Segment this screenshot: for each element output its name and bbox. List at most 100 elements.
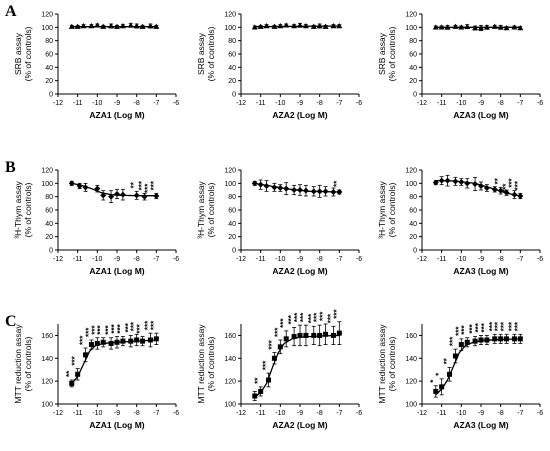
significance-stars: ** [494,177,503,184]
x-tick-label: -6 [173,256,179,263]
significance-stars: *** [273,327,282,337]
x-tick-label: -8 [498,256,504,263]
data-point [432,24,439,30]
data-point [74,23,81,29]
chart-panel-9: 100 120 140 160 -12 -11 -10 -9 -8 -7 -6 AZA3 (Log M… [377,321,543,430]
chart-panel-1: 0 20 40 60 80 100 120 -12 -11 -10 -9 -8 -7 -6 AZA1 (Lo… [13,12,179,121]
y-tick-label: 80 [45,38,53,45]
data-point [302,187,309,194]
x-tick-label: -9 [297,100,303,107]
x-axis-label: AZA3 (Log M) [453,266,508,276]
y-tick-label: 20 [409,234,417,241]
x-tick-label: -8 [134,100,140,107]
x-tick-label: -8 [317,100,323,107]
y-tick-label: 120 [224,168,236,175]
x-tick-label: -6 [173,100,179,107]
y-tick-label: 60 [45,52,53,59]
x-axis-label: AZA2 (Log M) [272,266,327,276]
data-point [323,331,329,337]
data-point [458,342,464,348]
data-point [94,22,101,28]
x-tick-label: -7 [517,410,523,417]
data-point [517,336,523,342]
data-point [322,23,329,29]
significance-stars: *** [313,312,322,322]
significance-stars: *** [96,324,105,334]
y-tick-label: 100 [224,402,236,409]
significance-stars: *** [307,313,316,323]
y-tick-label: 80 [409,38,417,45]
x-tick-label: -9 [297,410,303,417]
x-tick-label: -12 [417,410,427,417]
data-point [491,23,498,29]
data-point [147,337,153,343]
data-point [478,337,484,343]
x-tick-label: -9 [114,410,120,417]
significance-stars: *** [149,180,158,190]
significance-stars: *** [138,180,147,190]
y-tick-label: 120 [224,12,236,19]
data-point [257,23,264,29]
y-tick-label: 120 [41,168,53,175]
significance-stars: *** [494,321,503,331]
x-tick-label: -10 [456,410,466,417]
x-tick-label: -6 [356,256,362,263]
y-axis-label-line: (% of controls) [206,26,216,81]
y-axis-label-line: (% of controls) [387,182,397,237]
data-point [472,25,479,31]
x-tick-label: -6 [173,410,179,417]
chart-panel-7: 100 120 140 160 -12 -11 -10 -9 -8 -7 -6 AZA1 (Log M… [13,320,179,430]
data-point [94,340,100,346]
significance-stars: *** [299,312,308,322]
x-tick-label: -6 [356,410,362,417]
y-axis-label: ³H-Thym assay (% of controls) [13,180,33,238]
data-point [484,337,490,343]
data-point [439,384,445,390]
y-tick-label: 120 [41,379,53,386]
x-tick-label: -8 [134,410,140,417]
data-point [251,24,258,30]
data-point [433,388,439,394]
significance-stars: *** [116,323,125,333]
charts-grid: 0 20 40 60 80 100 120 -12 -11 -10 -9 -8 -7 -6 AZA1 (Lo… [13,12,543,431]
data-point [478,25,484,31]
y-tick-label: 20 [228,78,236,85]
data-point [330,23,337,29]
y-axis-label: MTT reduction assay (% of controls) [196,324,216,404]
data-point [336,23,343,29]
y-tick-label: 100 [41,25,53,32]
y-axis-label-line: MTT reduction assay [377,324,387,404]
data-point [153,23,160,29]
data-point [128,338,134,344]
x-tick-label: -8 [317,256,323,263]
data-point [100,23,107,29]
significance-stars: ** [443,357,452,364]
x-tick-label: -6 [537,100,543,107]
data-point [336,330,342,336]
data-point [330,189,337,195]
y-axis-label: SRB assay (% of controls) [196,26,216,81]
y-tick-label: 60 [228,208,236,215]
data-point [444,177,451,184]
y-axis-label-line: (% of controls) [23,336,33,391]
x-tick-label: -9 [114,100,120,107]
y-tick-label: 80 [45,194,53,201]
data-point [283,336,289,342]
x-tick-label: -12 [236,100,246,107]
significance-stars: *** [460,324,469,334]
significance-stars: *** [287,314,296,324]
significance-stars: * [435,372,444,376]
data-point [511,336,517,342]
data-point [153,193,160,199]
x-tick-label: -9 [478,256,484,263]
significance-stars: *** [468,323,477,333]
data-point [153,336,159,342]
significance-stars: *** [332,308,341,318]
x-tick-label: -12 [236,410,246,417]
significance-stars: * [429,379,438,383]
y-axis-label: SRB assay (% of controls) [377,26,397,81]
significance-stars: *** [513,180,522,190]
data-point [464,180,471,187]
y-tick-label: 80 [228,194,236,201]
significance-stars: *** [130,321,139,331]
